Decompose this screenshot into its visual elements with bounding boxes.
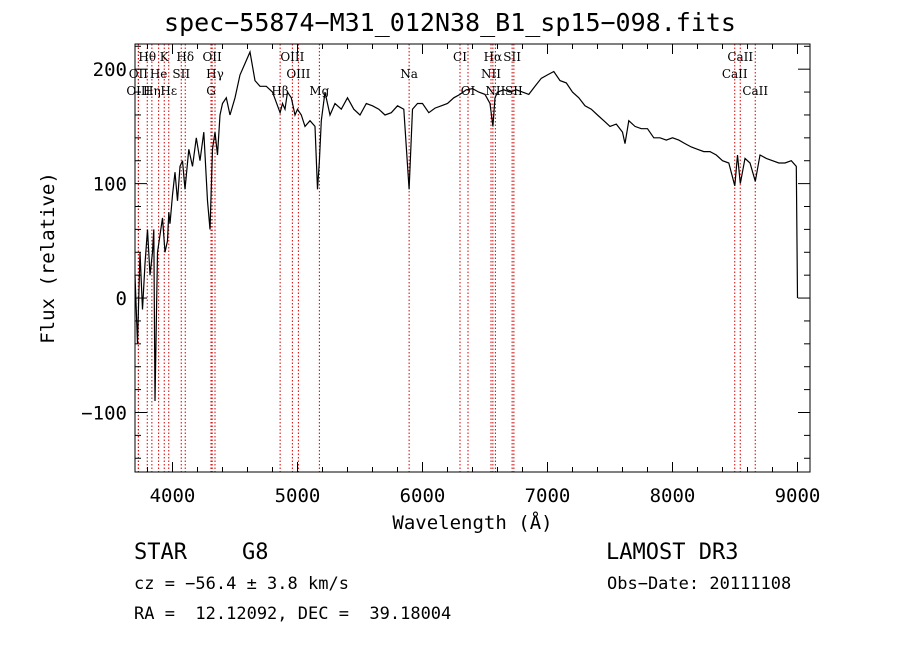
x-axis-label: Wavelength (Å): [392, 511, 552, 534]
spectral-line-label: OIII: [126, 84, 150, 98]
x-tick-label: 8000: [650, 485, 696, 507]
spectral-line-label: OIII: [280, 50, 304, 64]
spectral-line-label: Hβ: [271, 84, 288, 98]
spectral-line-label: Hθ: [138, 50, 156, 64]
survey-name: LAMOST DR3: [606, 540, 739, 565]
spectral-line-label: Na: [400, 67, 418, 81]
chart-title: spec−55874−M31_012N38_B1_sp15−098.fits: [164, 8, 736, 37]
x-tick-label: 7000: [525, 485, 571, 507]
spectral-line-label: CI: [453, 50, 467, 64]
plot-frame: [134, 43, 811, 473]
spectral-line-label: CaII: [722, 67, 748, 81]
cz-value: cz = −56.4 ± 3.8 km/s: [134, 574, 349, 594]
spectral-line-label: NII: [481, 67, 501, 81]
y-axis-label: Flux (relative): [37, 172, 59, 344]
spectral-line-label: Hη: [143, 84, 161, 98]
x-tick-label: 9000: [775, 485, 821, 507]
spectral-line-label: OIII: [286, 67, 310, 81]
flux-series-line: [134, 49, 799, 402]
y-tick-label: 100: [93, 174, 127, 196]
spectral-line-label: Hδ: [176, 50, 194, 64]
spectral-line-label: NII: [485, 84, 505, 98]
spectral-line-label: He: [150, 67, 168, 81]
y-tick-label: 0: [116, 288, 127, 310]
spectral-line-label: Mg: [309, 84, 329, 98]
x-tick-label: 6000: [400, 485, 446, 507]
y-tick-label: 200: [93, 59, 127, 81]
spectral-line-label: OII: [202, 50, 222, 64]
x-tick-label: 4000: [150, 485, 196, 507]
spectral-line-label: K: [160, 50, 170, 64]
spectral-line-label: G: [206, 84, 216, 98]
spectral-line-label: OII: [129, 67, 149, 81]
y-tick-label: −100: [81, 402, 127, 424]
spectral-line-label: SII: [172, 67, 190, 81]
spectral-line-label: Hα: [484, 50, 503, 64]
spectral-line-label: SII: [503, 50, 521, 64]
obs-date: Obs−Date: 20111108: [607, 574, 792, 594]
spectral-line-label: CaII: [742, 84, 768, 98]
x-tick-label: 5000: [275, 485, 321, 507]
spectral-line-label: Hγ: [206, 67, 224, 81]
spectral-line-label: Hε: [160, 84, 177, 98]
spectral-line-label: CaII: [727, 50, 753, 64]
object-class: STAR: [134, 540, 187, 565]
ra-dec: RA = 12.12092, DEC = 39.18004: [134, 604, 452, 624]
spectral-line-label: OI: [461, 84, 476, 98]
object-subclass: G8: [242, 540, 269, 565]
